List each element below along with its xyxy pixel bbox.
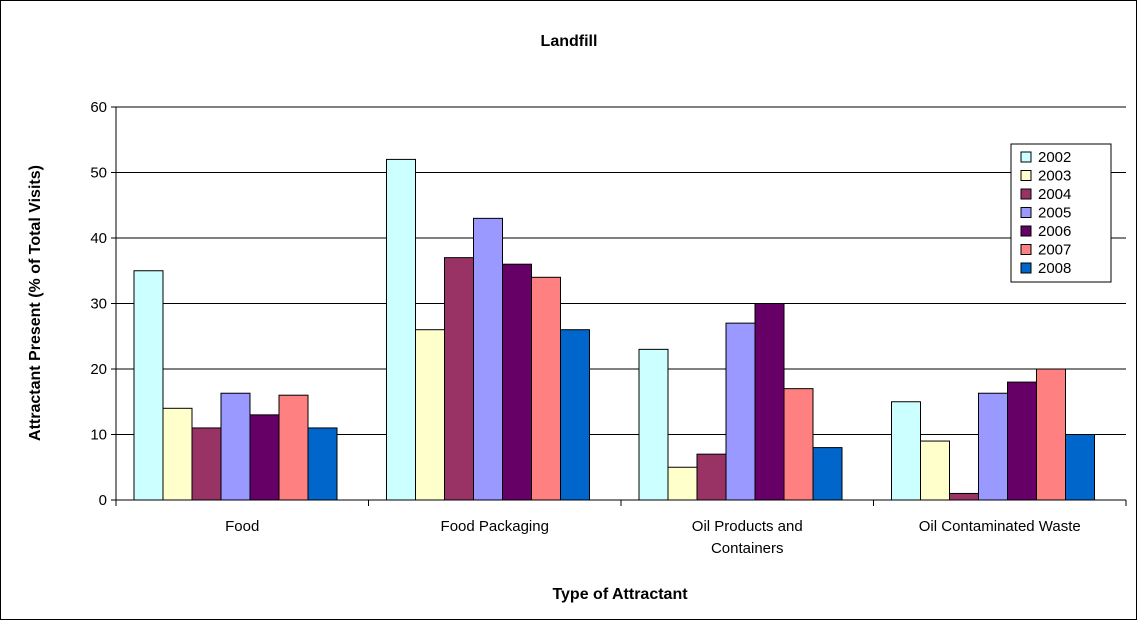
bar-2004-3 — [949, 492, 979, 501]
x-tick-label: Oil Products and Containers — [692, 518, 803, 557]
x-tick-labels: Food Food Packaging Oil Products and Contai… — [225, 518, 1081, 557]
bar-2007-0 — [278, 394, 309, 501]
bar-2005-3 — [978, 392, 1008, 501]
bar-2003-0 — [162, 407, 193, 501]
bar-2003-3 — [920, 440, 950, 501]
y-tick-label: 20 — [90, 361, 107, 378]
y-axis-label: Attractant Present (% of Total Visits) — [27, 165, 44, 441]
x-tick-label: Food Packaging — [441, 518, 549, 535]
bar-2003-2 — [667, 466, 698, 501]
legend-label: 2008 — [1038, 260, 1071, 277]
bar-2005-0 — [220, 392, 251, 501]
legend-label: 2007 — [1038, 242, 1071, 259]
y-tick-label: 50 — [90, 165, 107, 182]
bar-2008-3 — [1065, 434, 1095, 501]
bar-2003-1 — [415, 329, 445, 501]
bars-group — [133, 158, 1095, 501]
bar-2002-2 — [638, 348, 669, 501]
bar-2004-2 — [696, 453, 727, 501]
x-tick-label: Food — [225, 518, 259, 535]
bar-2007-1 — [531, 276, 561, 501]
legend-label: 2004 — [1038, 186, 1071, 203]
bar-2008-0 — [307, 427, 338, 501]
legend-label: 2003 — [1038, 168, 1071, 185]
bar-2006-0 — [249, 414, 280, 501]
y-tick-label: 40 — [90, 230, 107, 247]
y-tick-label: 30 — [90, 296, 107, 313]
y-tick-label: 10 — [90, 427, 107, 444]
y-tick-label: 60 — [90, 99, 107, 116]
x-tick-label: Oil Contaminated Waste — [919, 518, 1081, 535]
bar-2005-1 — [473, 217, 503, 501]
legend-swatch-2003 — [1020, 170, 1032, 181]
legend-swatch-2002 — [1020, 151, 1032, 163]
bar-2006-2 — [754, 303, 785, 501]
bar-2004-0 — [191, 427, 222, 501]
bar-2004-1 — [444, 257, 474, 501]
legend-label: 2006 — [1038, 223, 1071, 240]
bar-2007-2 — [783, 388, 814, 501]
bar-2002-0 — [133, 270, 164, 501]
y-tick-labels: 0 10 20 30 40 50 60 — [90, 99, 107, 509]
y-tick-label: 0 — [99, 492, 107, 509]
legend-swatch-2005 — [1020, 207, 1032, 218]
x-axis-label: Type of Attractant — [552, 586, 688, 603]
bar-2006-1 — [502, 263, 532, 501]
bar-2006-3 — [1007, 381, 1037, 501]
legend-swatch-2004 — [1020, 188, 1032, 200]
legend-swatch-2008 — [1020, 262, 1032, 274]
legend-label: 2002 — [1038, 149, 1071, 166]
bar-2007-3 — [1036, 368, 1066, 501]
bar-2008-2 — [812, 447, 843, 501]
chart-title: Landfill — [541, 33, 598, 50]
legend-swatch-2006 — [1020, 225, 1032, 237]
bar-2005-2 — [725, 322, 756, 501]
bar-2008-1 — [560, 329, 590, 501]
bar-2002-3 — [891, 401, 921, 501]
legend-label: 2005 — [1038, 205, 1071, 222]
axes — [115, 107, 1127, 506]
legend-swatch-2007 — [1020, 244, 1032, 255]
bar-2002-1 — [386, 158, 416, 501]
